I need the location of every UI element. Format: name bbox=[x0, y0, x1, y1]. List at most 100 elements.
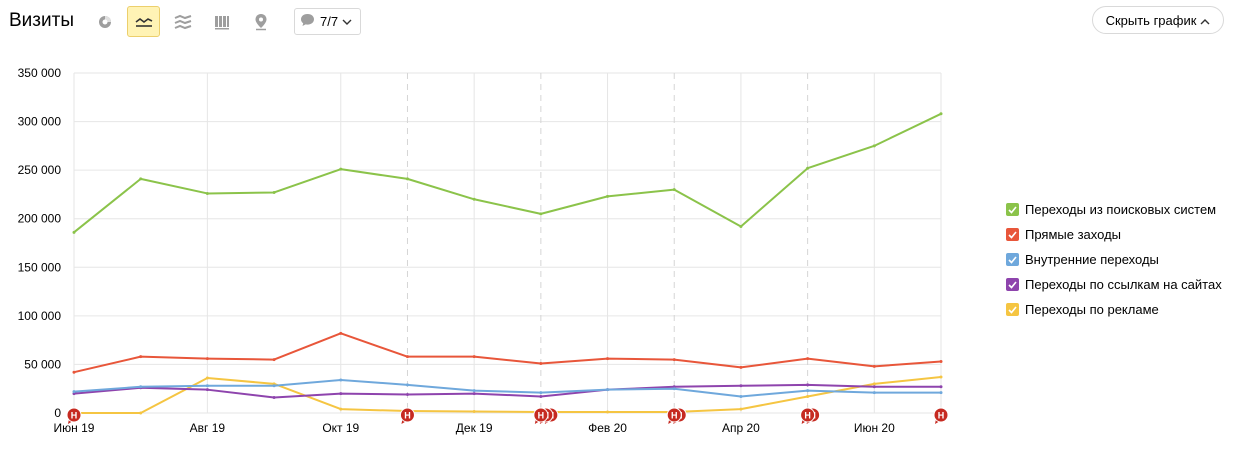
y-tick-label: 250 000 bbox=[18, 163, 62, 177]
chevron-down-icon bbox=[342, 14, 352, 29]
data-point bbox=[606, 388, 610, 392]
data-point bbox=[872, 385, 876, 389]
data-point bbox=[405, 177, 409, 181]
chevron-up-icon bbox=[1200, 13, 1210, 28]
data-point bbox=[205, 191, 209, 195]
data-point bbox=[806, 389, 810, 393]
data-point bbox=[939, 112, 943, 116]
checkbox-icon[interactable] bbox=[1006, 228, 1019, 241]
svg-text:Н: Н bbox=[538, 411, 545, 421]
data-point bbox=[339, 392, 343, 396]
y-tick-label: 300 000 bbox=[18, 115, 62, 129]
chart-legend: Переходы из поисковых систем Прямые заход… bbox=[1006, 197, 1222, 322]
data-point bbox=[739, 365, 743, 369]
legend-item[interactable]: Переходы по рекламе bbox=[1006, 297, 1222, 322]
svg-text:Н: Н bbox=[671, 411, 678, 421]
data-point bbox=[339, 378, 343, 382]
data-point bbox=[472, 197, 476, 201]
data-point bbox=[472, 392, 476, 396]
series-line bbox=[73, 332, 942, 374]
legend-label: Прямые заходы bbox=[1025, 227, 1122, 242]
data-point bbox=[939, 375, 943, 379]
y-tick-label: 100 000 bbox=[18, 309, 62, 323]
annotation-marker[interactable]: Н bbox=[533, 407, 549, 424]
x-tick-label: Июн 19 bbox=[54, 421, 95, 435]
map-pin-icon[interactable] bbox=[244, 6, 277, 37]
y-tick-label: 50 000 bbox=[24, 357, 61, 371]
data-point bbox=[872, 391, 876, 395]
annotation-marker[interactable]: Н bbox=[933, 407, 949, 424]
x-tick-label: Фев 20 bbox=[588, 421, 627, 435]
y-tick-label: 350 000 bbox=[18, 66, 62, 80]
legend-label: Переходы по рекламе bbox=[1025, 302, 1159, 317]
data-point bbox=[939, 391, 943, 395]
bar-chart-icon[interactable] bbox=[205, 6, 238, 37]
data-point bbox=[939, 360, 943, 364]
series-line bbox=[74, 376, 942, 414]
segments-dropdown[interactable]: 7/7 bbox=[294, 8, 361, 35]
checkbox-icon[interactable] bbox=[1006, 203, 1019, 216]
data-point bbox=[472, 355, 476, 359]
hide-chart-button[interactable]: Скрыть график bbox=[1092, 6, 1224, 34]
data-point bbox=[139, 177, 143, 181]
svg-text:Н: Н bbox=[938, 411, 945, 421]
data-point bbox=[872, 364, 876, 368]
data-point bbox=[405, 393, 409, 397]
y-tick-label: 200 000 bbox=[18, 212, 62, 226]
data-point bbox=[339, 407, 343, 411]
data-point bbox=[272, 384, 276, 388]
data-point bbox=[205, 376, 209, 380]
data-point bbox=[939, 385, 943, 389]
data-point bbox=[606, 357, 610, 361]
comment-icon bbox=[300, 13, 315, 30]
hide-chart-label: Скрыть график bbox=[1105, 12, 1197, 28]
x-tick-label: Авг 19 bbox=[190, 421, 226, 435]
data-point bbox=[806, 383, 810, 387]
data-point bbox=[339, 331, 343, 335]
page-title: Визиты bbox=[9, 10, 74, 31]
data-point bbox=[405, 383, 409, 387]
data-point bbox=[806, 166, 810, 170]
data-point bbox=[272, 358, 276, 362]
data-point bbox=[72, 390, 76, 394]
data-point bbox=[739, 384, 743, 388]
data-point bbox=[672, 358, 676, 362]
data-point bbox=[405, 355, 409, 359]
checkbox-icon[interactable] bbox=[1006, 303, 1019, 316]
area-chart-icon[interactable] bbox=[166, 6, 199, 37]
data-point bbox=[806, 394, 810, 398]
data-point bbox=[339, 167, 343, 171]
checkbox-icon[interactable] bbox=[1006, 253, 1019, 266]
checkbox-icon[interactable] bbox=[1006, 278, 1019, 291]
data-point bbox=[139, 385, 143, 389]
svg-text:Н: Н bbox=[804, 411, 811, 421]
data-point bbox=[872, 144, 876, 148]
legend-item[interactable]: Переходы по ссылкам на сайтах bbox=[1006, 272, 1222, 297]
data-point bbox=[539, 394, 543, 398]
data-point bbox=[672, 188, 676, 192]
data-point bbox=[472, 410, 476, 414]
data-point bbox=[606, 194, 610, 198]
data-point bbox=[539, 212, 543, 216]
data-point bbox=[739, 224, 743, 228]
legend-item[interactable]: Прямые заходы bbox=[1006, 222, 1222, 247]
legend-item[interactable]: Внутренние переходы bbox=[1006, 247, 1222, 272]
series-line bbox=[73, 383, 941, 399]
data-point bbox=[139, 355, 143, 359]
annotation-marker[interactable]: Н bbox=[66, 407, 82, 424]
annotation-marker[interactable]: Н bbox=[399, 407, 415, 424]
legend-label: Переходы по ссылкам на сайтах bbox=[1025, 277, 1222, 292]
legend-item[interactable]: Переходы из поисковых систем bbox=[1006, 197, 1222, 222]
svg-text:Н: Н bbox=[404, 411, 411, 421]
pie-chart-icon[interactable] bbox=[88, 6, 121, 37]
y-tick-label: 0 bbox=[54, 406, 61, 420]
data-point bbox=[205, 388, 209, 392]
data-point bbox=[472, 389, 476, 393]
annotation-marker[interactable]: Н bbox=[666, 407, 682, 424]
line-chart-icon[interactable] bbox=[127, 6, 160, 37]
data-point bbox=[139, 411, 143, 415]
annotation-marker[interactable]: Н bbox=[800, 407, 816, 424]
data-point bbox=[739, 407, 743, 411]
series-line bbox=[73, 112, 942, 234]
data-point bbox=[739, 394, 743, 398]
